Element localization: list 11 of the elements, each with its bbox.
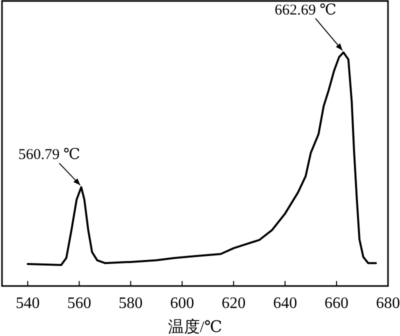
x-tick-label: 620 — [222, 295, 246, 312]
x-tick-label: 560 — [67, 295, 92, 312]
x-axis-title: 温度/℃ — [168, 318, 222, 336]
x-tick-label: 680 — [376, 295, 400, 312]
annotation: 662.69 ℃ — [274, 2, 336, 18]
x-tick-label: 540 — [16, 295, 40, 312]
x-tick-label: 600 — [170, 295, 194, 312]
annotation: 560.79 ℃ — [18, 147, 80, 164]
x-tick-label: 660 — [324, 295, 349, 312]
x-tick-label: 640 — [273, 295, 298, 312]
x-tick-label: 580 — [118, 295, 143, 312]
